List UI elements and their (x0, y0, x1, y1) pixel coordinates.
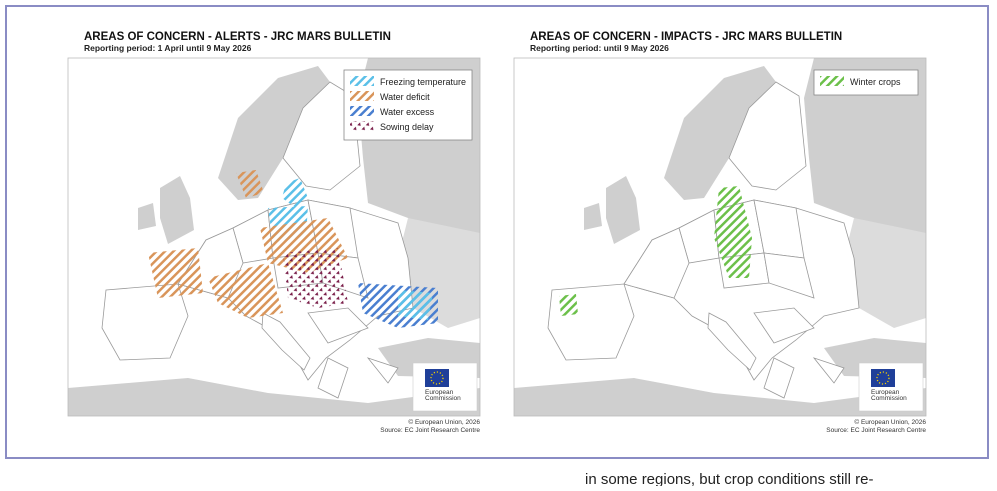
credit: Source: EC Joint Research Centre (380, 427, 480, 434)
eu-stars (876, 371, 890, 385)
concern-area (236, 170, 264, 198)
legend-label: Water deficit (380, 92, 430, 102)
legend-swatch (350, 121, 374, 131)
eu-flag (425, 369, 449, 387)
eu-flag (871, 369, 895, 387)
map-border (513, 57, 927, 417)
map-title: AREAS OF CONCERN - ALERTS - JRC MARS BUL… (84, 31, 391, 43)
map: Freezing temperature Water deficit Water e… (67, 57, 481, 417)
credit: © European Union, 2026 (854, 418, 926, 426)
concern-area (398, 290, 433, 320)
map-subtitle: Reporting period: until 9 May 2026 (530, 43, 669, 53)
logo-text: Commission (871, 395, 907, 402)
map-panel: AREAS OF CONCERN - IMPACTS - JRC MARS BU… (513, 31, 927, 434)
credit: © European Union, 2026 (408, 418, 480, 426)
concern-area (714, 186, 752, 278)
logo-text: European (871, 389, 900, 396)
concern-area (283, 248, 348, 308)
legend-label: Sowing delay (380, 122, 434, 132)
legend-swatch (820, 76, 844, 86)
body-text: in some regions, but crop conditions sti… (585, 471, 873, 486)
concern-area (559, 294, 578, 316)
concern-area (282, 178, 308, 208)
credit: Source: EC Joint Research Centre (826, 427, 926, 434)
concern-area (208, 263, 283, 318)
legend-swatch (350, 76, 374, 86)
panels: AREAS OF CONCERN - ALERTS - JRC MARS BUL… (67, 31, 927, 434)
legend-label: Water excess (380, 107, 435, 117)
legend-label: Freezing temperature (380, 77, 466, 87)
logo-text: Commission (425, 395, 461, 402)
eu-stars (430, 371, 444, 385)
legend-swatch (350, 91, 374, 101)
frame (5, 5, 989, 459)
map-title: AREAS OF CONCERN - IMPACTS - JRC MARS BU… (530, 31, 842, 43)
map-subtitle: Reporting period: 1 April until 9 May 20… (84, 43, 252, 53)
legend-label: Winter crops (850, 77, 901, 87)
concern-area (148, 248, 203, 298)
map-border (67, 57, 481, 417)
map-panel: AREAS OF CONCERN - ALERTS - JRC MARS BUL… (67, 31, 481, 434)
legend-swatch (350, 106, 374, 116)
logo-text: European (425, 389, 454, 396)
